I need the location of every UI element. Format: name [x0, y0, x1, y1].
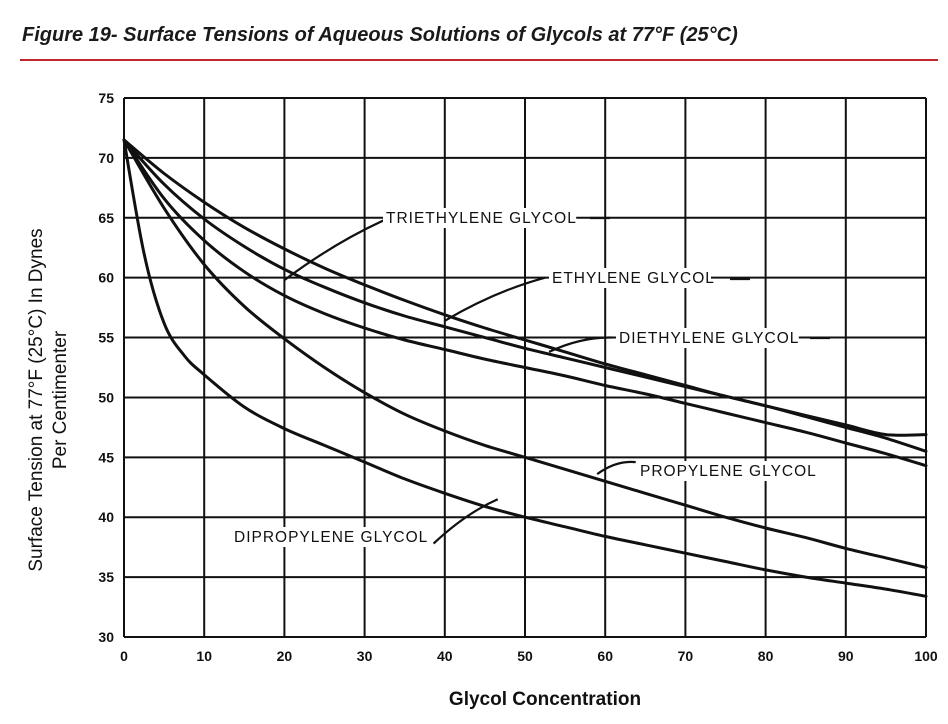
x-tick-100: 100 [914, 648, 938, 664]
leader-ethylene-glycol [444, 276, 546, 322]
y-tick-70: 70 [98, 150, 114, 166]
series-line-ethylene-glycol [122, 138, 928, 437]
y-tick-40: 40 [98, 509, 114, 525]
label-bg-diethylene-glycol [616, 328, 799, 348]
y-tick-55: 55 [98, 330, 114, 346]
label-bg-dipropylene-glycol [231, 527, 425, 547]
label-bg-propylene-glycol [637, 461, 810, 481]
y-tick-45: 45 [98, 449, 114, 465]
x-tick-90: 90 [838, 648, 854, 664]
y-axis-title-line1: Surface Tension at 77°F (25°C) In Dynes [26, 228, 47, 571]
y-tick-75: 75 [98, 90, 114, 106]
label-bg-ethylene-glycol [549, 268, 711, 288]
curve-labels: TRIETHYLENE GLYCOL ETHYLENE GLYCOL DIETHYL… [231, 208, 817, 547]
y-tick-50: 50 [98, 389, 114, 405]
curve-label-triethylene-glycol: TRIETHYLENE GLYCOL [386, 210, 577, 227]
leader-dipropylene-glycol [432, 498, 499, 545]
curve-label-diethylene-glycol: DIETHYLENE GLYCOL [619, 330, 799, 347]
curve-label-dipropylene-glycol: DIPROPYLENE GLYCOL [234, 529, 428, 546]
x-tick-labels: 0 10 20 30 40 50 60 70 80 90 100 [120, 648, 938, 664]
y-tick-65: 65 [98, 210, 114, 226]
series-line-dipropylene-glycol [122, 138, 928, 598]
curve-label-ethylene-glycol: ETHYLENE GLYCOL [552, 270, 715, 287]
y-tick-60: 60 [98, 270, 114, 286]
series-line-diethylene-glycol [122, 138, 928, 468]
x-tick-0: 0 [120, 648, 128, 664]
x-tick-10: 10 [196, 648, 212, 664]
y-tick-35: 35 [98, 569, 114, 585]
x-tick-60: 60 [597, 648, 613, 664]
x-tick-70: 70 [678, 648, 694, 664]
curves [122, 138, 928, 598]
figure-title: Figure 19- Surface Tensions of Aqueous S… [22, 24, 738, 46]
leader-propylene-glycol [596, 460, 636, 475]
x-axis-title: Glycol Concentration [449, 689, 641, 710]
x-tick-30: 30 [357, 648, 373, 664]
x-tick-20: 20 [277, 648, 293, 664]
x-tick-40: 40 [437, 648, 453, 664]
title-rule [20, 59, 938, 61]
curve-label-propylene-glycol: PROPYLENE GLYCOL [640, 463, 817, 480]
grid [123, 97, 927, 638]
label-bg-triethylene-glycol [383, 208, 577, 228]
leader-triethylene-glycol [283, 216, 390, 281]
y-tick-30: 30 [98, 629, 114, 645]
leader-diethylene-glycol [548, 336, 614, 353]
x-tick-80: 80 [758, 648, 774, 664]
y-tick-labels: 30 35 40 45 50 55 60 65 70 75 [98, 90, 114, 645]
x-tick-50: 50 [517, 648, 533, 664]
label-leaders [283, 216, 830, 545]
y-axis-title-line2: Per Centimenter [50, 330, 71, 469]
series-line-propylene-glycol [122, 138, 928, 569]
